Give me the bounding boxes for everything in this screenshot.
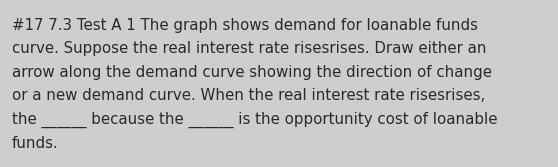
- Text: the ______ because the ______ is the opportunity cost of loanable: the ______ because the ______ is the opp…: [12, 112, 498, 128]
- Text: curve. Suppose the real interest rate risesrises. Draw either an: curve. Suppose the real interest rate ri…: [12, 42, 487, 56]
- Text: or a new demand curve. When the real interest rate risesrises,: or a new demand curve. When the real int…: [12, 89, 485, 104]
- Text: arrow along the demand curve showing the direction of change: arrow along the demand curve showing the…: [12, 65, 492, 80]
- Text: #17 7.3 Test A 1 The graph shows demand for loanable funds: #17 7.3 Test A 1 The graph shows demand …: [12, 18, 478, 33]
- Text: funds.: funds.: [12, 135, 59, 150]
